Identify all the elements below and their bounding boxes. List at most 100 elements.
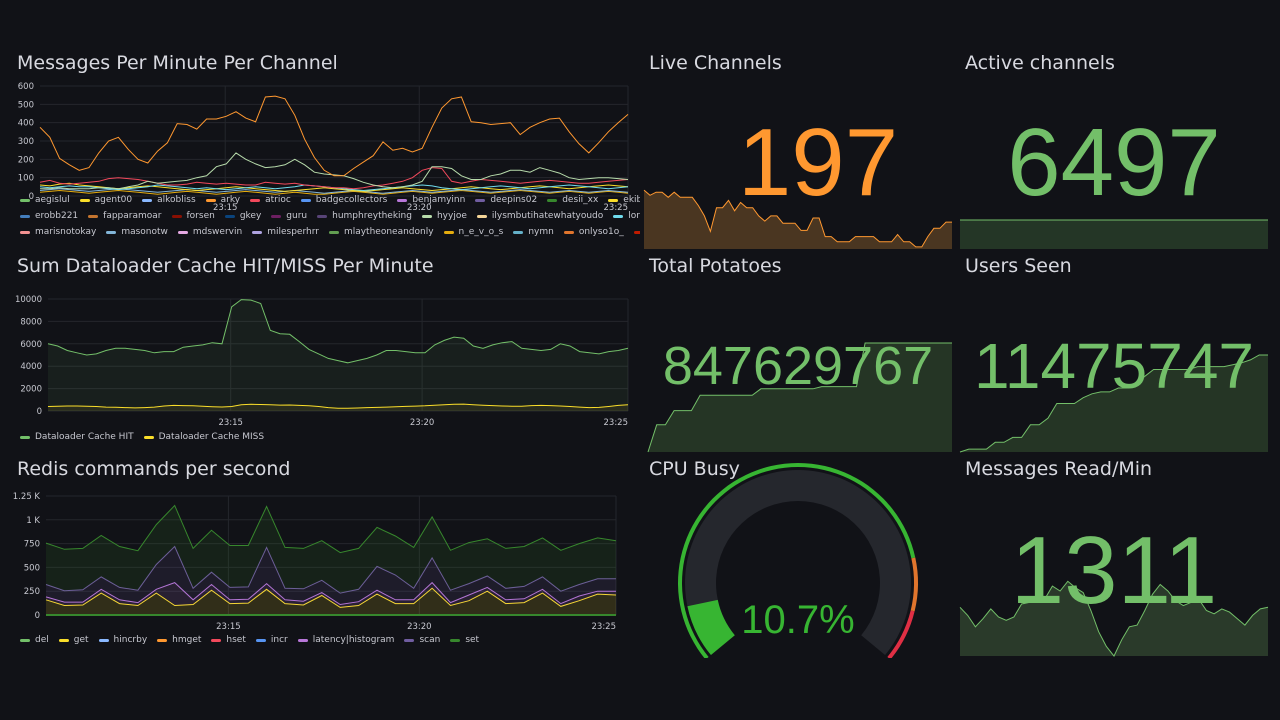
panel-title: CPU Busy [649,458,740,480]
legend-row: aegislul agent00 alkobliss arky atrioc badgec… [20,192,640,208]
panel-title: Active channels [965,52,1115,74]
panel-messages-per-channel: Messages Per Minute Per Channel 600 500 40… [0,52,640,252]
legend-item[interactable]: atrioc [250,192,291,208]
legend-item[interactable]: desii_xx [547,192,598,208]
legend-item[interactable]: erobb221 [20,208,78,224]
series-line-get [45,587,617,608]
legend-item[interactable]: hmget [157,632,201,648]
legend-label: erobb221 [35,211,79,221]
sparkline-area [644,190,952,249]
legend-label: mlaytheoneandonly [343,227,434,237]
legend-swatch-icon [547,198,558,202]
legend-item[interactable]: masonotw [106,224,168,240]
legend-item[interactable]: gkey [224,208,261,224]
stat-value: 847629767 [662,336,934,396]
legend-item[interactable]: hincrby [98,632,148,648]
legend-item[interactable]: guru [271,208,307,224]
legend-item[interactable]: alkobliss [142,192,196,208]
legend-item[interactable]: Dataloader Cache HIT [20,429,134,445]
dataloader-cache-chart[interactable]: 10000 8000 6000 4000 2000 0 23:15 23:20 23:25 [0,280,640,455]
series-line-scan [45,545,616,594]
legend-label: onlyso1o_ [578,227,624,237]
legend-item[interactable]: set [450,632,479,648]
series-line-1 [47,403,629,409]
legend-label: guru [286,211,308,221]
legend-swatch-icon [300,198,311,202]
legend-item[interactable]: arky [205,192,240,208]
gauge-track [685,470,911,656]
x-tick-label: 23:25 [592,622,617,632]
legend-item[interactable]: n_e_v_o_s [443,224,503,240]
messages-per-channel-chart[interactable]: 600 500 400 300 200 100 0 23:15 23:20 23:25 [0,80,640,220]
legend-item[interactable]: badgecollectors [300,192,387,208]
legend-swatch-icon [613,214,624,218]
legend-swatch-icon [608,198,619,202]
sparkline-area [960,581,1268,656]
legend-label: atrioc [265,195,291,205]
sparkline-line [959,580,1269,657]
sparkline-line [647,342,952,453]
legend-item[interactable]: del [20,632,49,648]
series-line-hyyjoe [40,152,629,190]
legend-item[interactable]: mdswervin [177,224,242,240]
stat-value: 197 [737,109,899,216]
legend-item[interactable]: ekibiogamil [608,192,640,208]
legend-item[interactable]: scan [404,632,440,648]
legend-item[interactable]: agent00 [79,192,132,208]
legend-label: fapparamoar [103,211,162,221]
legend-row: Dataloader Cache HIT Dataloader Cache MIS… [20,429,274,445]
legend-swatch-icon [20,435,30,439]
legend-item[interactable]: mlaytheoneandonly [328,224,434,240]
legend-item[interactable]: nymn [513,224,554,240]
redis-commands-chart[interactable]: 1.25 K 1 K 750 500 250 0 23:15 23:20 23:25 [0,483,640,658]
legend-label: hincrby [113,635,148,645]
series-line-masonotw [39,188,629,194]
legend-item[interactable]: incr [255,632,288,648]
legend-swatch-icon [58,638,69,642]
y-tick-label: 0 [37,407,42,417]
legend-label: masonotw [121,227,168,237]
y-tick-label: 300 [18,137,34,147]
legend-swatch-icon [271,214,282,218]
y-tick-label: 750 [24,540,40,550]
legend-item[interactable]: Dataloader Cache MISS [143,429,264,445]
panel-active-channels: Active channels 6497 [956,52,1272,250]
legend-swatch-icon [20,198,30,202]
legend-item[interactable]: marisnotokay [20,224,96,240]
legend-item[interactable]: fapparamoar [88,208,162,224]
panel-redis-commands: Redis commands per second 1.25 K 1 K 750 50… [0,458,640,658]
x-tick-label: 23:20 [410,418,435,428]
panel-title: Redis commands per second [17,458,291,480]
legend-item[interactable]: milesperhrr [252,224,319,240]
legend-swatch-icon [157,638,168,642]
legend-swatch-icon [177,230,188,234]
legend-swatch-icon [404,638,415,642]
total-potatoes-sparkline [647,342,952,453]
y-tick-label: 500 [24,563,40,573]
series-line-0 [47,299,629,364]
gauge-threshold-orange [910,557,918,612]
legend-item[interactable]: latency|histogram [297,632,394,648]
legend-item[interactable]: forsen [171,208,215,224]
panel-users-seen: Users Seen 11475747 [956,255,1272,453]
legend-label: lore [628,211,640,221]
stack-area-set [46,505,616,594]
legend-label: benjamyinn [412,195,466,205]
legend-item[interactable]: ilysmbutihatewhatyoudo [476,208,603,224]
legend-item[interactable]: overezeggs [633,224,640,240]
legend-item[interactable]: lore [613,208,640,224]
legend-item[interactable]: benjamyinn [397,192,465,208]
legend-item[interactable]: get [58,632,89,648]
legend-item[interactable]: onlyso1o_ [563,224,624,240]
legend-item[interactable]: hyyjoe [421,208,467,224]
legend-item[interactable]: humphreytheking [317,208,412,224]
legend-item[interactable]: deepins02 [475,192,537,208]
legend-label: scan [419,635,441,645]
y-tick-label: 1 K [26,516,40,526]
legend-item[interactable]: aegislul [20,192,70,208]
legend-swatch-icon [475,198,486,202]
legend-swatch-icon [563,230,574,234]
series-area-0 [48,299,628,411]
legend-item[interactable]: hset [211,632,246,648]
legend-label: nymn [528,227,554,237]
